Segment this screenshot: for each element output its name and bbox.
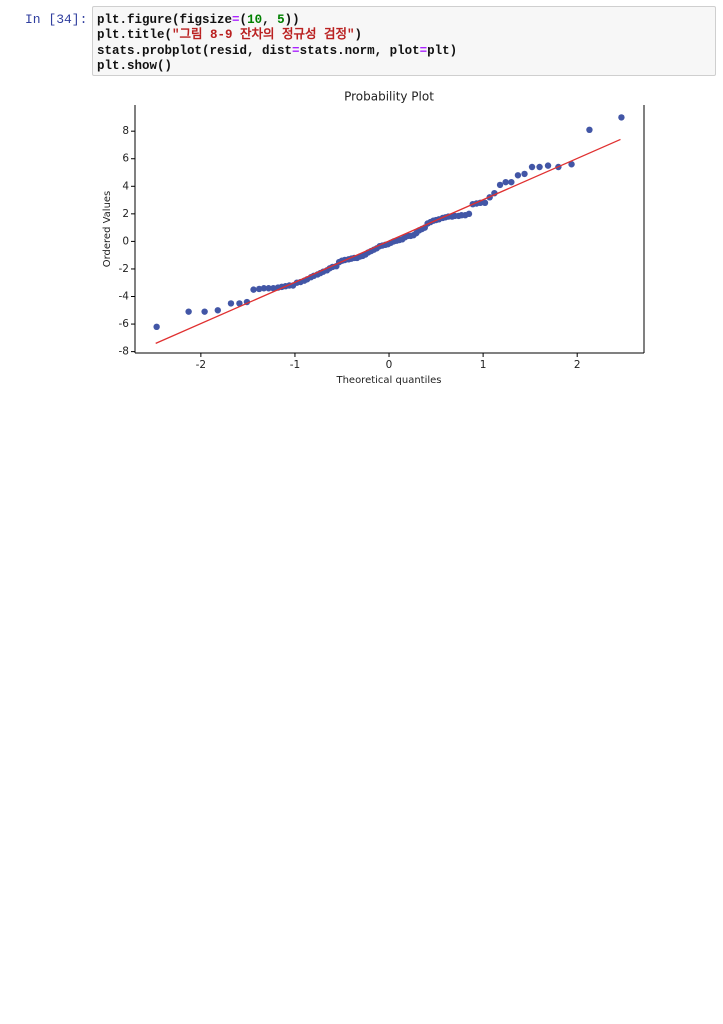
y-tick-label: 8 bbox=[122, 125, 129, 137]
code-line: stats.probplot(resid, dist=stats.norm, p… bbox=[97, 44, 715, 59]
data-point bbox=[618, 114, 625, 121]
code-token: )) bbox=[284, 13, 300, 27]
x-tick-label: 2 bbox=[574, 359, 581, 371]
data-point bbox=[260, 285, 268, 292]
x-axis-label: Theoretical quantiles bbox=[335, 375, 441, 386]
data-point bbox=[153, 323, 160, 331]
data-point bbox=[481, 199, 489, 207]
x-tick-label: -1 bbox=[290, 359, 300, 371]
data-point bbox=[528, 163, 536, 171]
data-point bbox=[236, 300, 243, 307]
code-token: , bbox=[262, 13, 278, 27]
data-point bbox=[544, 162, 552, 169]
code-token: plt) bbox=[427, 43, 458, 58]
y-tick-label: 0 bbox=[122, 235, 129, 247]
code-token: ) bbox=[354, 28, 363, 43]
y-tick-label: -8 bbox=[119, 346, 129, 358]
code-line: plt.figure(figsize=(10, 5)) bbox=[97, 13, 715, 28]
chart-title: Probability Plot bbox=[344, 90, 434, 104]
code-token: = bbox=[292, 43, 300, 58]
data-point bbox=[521, 170, 528, 178]
data-point bbox=[508, 178, 515, 186]
y-tick-label: -6 bbox=[119, 318, 130, 330]
code-token: plt.title( bbox=[97, 28, 173, 43]
data-point bbox=[514, 172, 522, 179]
data-point bbox=[250, 286, 257, 293]
y-tick-label: -4 bbox=[119, 291, 130, 303]
y-tick-label: -2 bbox=[119, 263, 129, 275]
data-point bbox=[201, 308, 208, 315]
data-point bbox=[536, 163, 543, 171]
y-tick-label: 2 bbox=[122, 208, 129, 220]
code-token: = bbox=[419, 43, 428, 58]
data-point bbox=[568, 161, 575, 168]
x-tick-label: 1 bbox=[480, 359, 487, 371]
y-tick-label: 4 bbox=[122, 180, 129, 192]
code-line: plt.show() bbox=[97, 59, 715, 74]
code-token: stats.norm, plot bbox=[299, 43, 420, 58]
x-tick-label: -2 bbox=[196, 359, 206, 371]
data-point bbox=[502, 178, 509, 186]
y-tick-label: 6 bbox=[122, 153, 129, 165]
data-point bbox=[214, 307, 221, 314]
x-tick-label: 0 bbox=[386, 359, 393, 371]
fit-line bbox=[155, 138, 621, 344]
code-token: 5 bbox=[277, 13, 285, 27]
code-token: ( bbox=[239, 13, 248, 27]
code-cell[interactable]: plt.figure(figsize=(10, 5)) plt.title("그림… bbox=[92, 6, 716, 76]
code-token: plt.show() bbox=[97, 58, 173, 73]
data-point bbox=[185, 308, 192, 315]
chart: Probability Plot Theoretical quantiles O… bbox=[102, 90, 645, 386]
data-point bbox=[496, 181, 504, 189]
data-point bbox=[255, 285, 263, 293]
y-axis-label: Ordered Values bbox=[102, 191, 113, 268]
code-token: 10 bbox=[247, 13, 263, 27]
data-point bbox=[265, 285, 272, 292]
data-point bbox=[465, 210, 473, 218]
code-line: plt.title("그림 8-9 잔차의 정규성 검정") bbox=[97, 28, 715, 43]
data-point bbox=[586, 126, 593, 133]
code-token: stats.probplot(resid, dist bbox=[97, 43, 293, 58]
data-point bbox=[227, 300, 235, 307]
cell-prompt: In [34]: bbox=[25, 12, 88, 27]
code-token: = bbox=[232, 13, 240, 27]
code-token: plt.figure(figsize bbox=[97, 13, 233, 27]
code-token: "그림 8-9 잔차의 정규성 검정" bbox=[172, 28, 355, 43]
data-point bbox=[270, 285, 277, 292]
